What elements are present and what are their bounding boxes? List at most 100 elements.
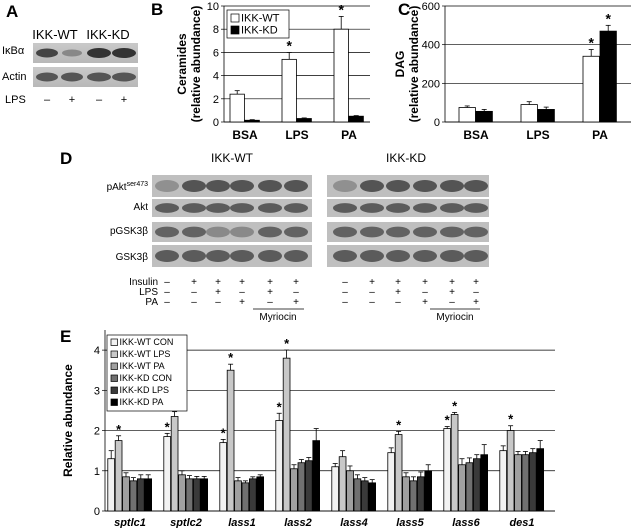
bar <box>472 458 481 512</box>
bar <box>387 452 395 512</box>
band <box>333 226 357 238</box>
band <box>36 72 58 82</box>
band <box>440 226 464 238</box>
category-label: lass1 <box>228 517 256 528</box>
bar <box>458 464 466 512</box>
band <box>440 180 464 192</box>
category-label: LPS <box>526 128 549 142</box>
legend-swatch <box>110 398 118 406</box>
significance-asterisk: * <box>116 422 122 437</box>
bar <box>514 454 522 512</box>
bar <box>129 480 138 512</box>
treatment-sign: – <box>164 287 170 298</box>
band <box>360 203 384 213</box>
panel-a-blot-strip-1 <box>33 43 138 63</box>
band <box>360 250 384 262</box>
lps-sign: – <box>96 94 103 106</box>
treatment-sign: + <box>473 297 479 308</box>
bar <box>185 478 194 512</box>
treatment-sign: + <box>267 287 273 298</box>
bar <box>529 452 537 512</box>
legend-label: IKK-KD <box>241 25 278 37</box>
bar <box>450 414 459 512</box>
treatment-sign: + <box>293 297 299 308</box>
category-label: LPS <box>285 128 308 142</box>
bar <box>234 480 242 512</box>
panel-letter-b: B <box>151 0 164 19</box>
band <box>333 203 357 213</box>
panel-letter-e: E <box>60 327 72 346</box>
treatment-sign: – <box>293 287 299 298</box>
bar <box>416 476 425 512</box>
bar <box>178 474 186 512</box>
band <box>182 226 206 238</box>
bar <box>368 482 376 512</box>
bar <box>114 440 123 512</box>
panel-d-treatment-pa: PA <box>145 297 158 308</box>
band <box>258 250 282 262</box>
treatment-sign: – <box>239 287 245 298</box>
band <box>413 250 437 262</box>
bar <box>256 476 264 512</box>
panel-a-blot-strip-2 <box>33 67 138 87</box>
y-tick-label: 3 <box>94 385 100 397</box>
band <box>284 250 308 262</box>
myriocin-label-wt: Myriocin <box>259 312 296 323</box>
treatment-sign: – <box>395 297 401 308</box>
treatment-sign: + <box>191 277 197 288</box>
treatment-sign: – <box>422 287 428 298</box>
y-tick-label: 400 <box>422 40 440 52</box>
band <box>87 48 111 58</box>
band <box>155 226 179 238</box>
band <box>413 180 437 192</box>
category-label: BSA <box>232 128 258 142</box>
bar <box>409 480 418 512</box>
treatment-sign: + <box>267 277 273 288</box>
bar <box>480 454 488 512</box>
bar <box>226 369 235 512</box>
legend-label: IKK-KD LPS <box>120 385 170 395</box>
panel-d-group-label-wt: IKK-WT <box>211 151 254 165</box>
significance-asterisk: * <box>338 1 344 17</box>
band <box>206 180 230 192</box>
bar <box>360 480 369 512</box>
band <box>464 203 488 213</box>
bar <box>290 468 298 512</box>
treatment-sign: – <box>342 287 348 298</box>
panel-letter-d: D <box>60 149 73 168</box>
bar <box>312 440 320 512</box>
y-tick-label: 0 <box>213 117 219 129</box>
bar <box>282 357 291 512</box>
band <box>182 250 206 262</box>
treatment-sign: + <box>422 297 428 308</box>
treatment-sign: + <box>215 287 221 298</box>
band <box>386 180 410 192</box>
significance-asterisk: * <box>445 413 451 428</box>
bar <box>521 454 530 512</box>
y-tick-label: 4 <box>94 345 100 357</box>
panel-a-row-label-actin: Actin <box>2 71 26 83</box>
y-tick-label: 600 <box>422 1 440 13</box>
y-tick-label: 0 <box>94 506 100 518</box>
category-label: sptlc1 <box>114 517 146 528</box>
legend-swatch <box>110 350 118 358</box>
bar <box>465 462 474 512</box>
bar <box>248 478 257 512</box>
band <box>360 226 384 238</box>
treatment-sign: – <box>342 277 348 288</box>
category-label: lass4 <box>340 517 368 528</box>
lps-sign: + <box>69 94 75 106</box>
y-tick-label: 2 <box>213 94 219 106</box>
band <box>258 180 282 192</box>
bar <box>219 442 228 512</box>
significance-asterisk: * <box>284 336 290 351</box>
band <box>206 250 230 262</box>
significance-asterisk: * <box>396 417 402 432</box>
bar <box>136 478 145 512</box>
band <box>413 203 437 213</box>
band <box>230 250 254 262</box>
treatment-sign: + <box>239 277 245 288</box>
treatment-sign: + <box>395 287 401 298</box>
